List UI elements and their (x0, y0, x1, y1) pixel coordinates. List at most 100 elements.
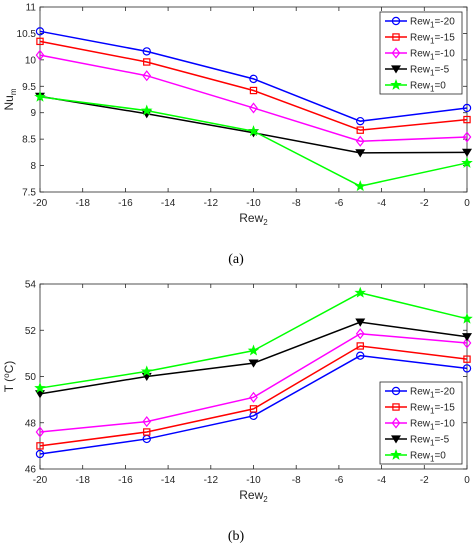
y-tick-label: 11 (26, 3, 37, 14)
legend-marker (390, 448, 402, 460)
legend-entry: Rew1=-5 (410, 65, 450, 78)
data-point (248, 359, 259, 368)
x-tick-label: -20 (33, 475, 48, 486)
series-line (39, 40, 468, 131)
data-point (247, 125, 260, 137)
legend: Rew1=-20 Rew1=-15 Rew1=-10 Rew1=-5 Rew1=0 (379, 381, 463, 465)
data-point (355, 135, 365, 147)
series-line (39, 30, 468, 122)
legend-marker (391, 435, 401, 444)
x-tick-label: -18 (75, 198, 90, 209)
legend-marker (390, 78, 402, 90)
y-tick-label: 8 (30, 161, 36, 172)
series-1 (36, 342, 471, 450)
data-point (356, 116, 365, 126)
data-point (143, 428, 151, 436)
data-point (249, 405, 258, 413)
x-tick-label: -14 (161, 198, 176, 209)
data-point (354, 286, 367, 298)
data-point (142, 416, 152, 428)
y-tick-label: 10.5 (17, 29, 37, 40)
data-point (461, 312, 473, 324)
legend-entry: Rew1=0 (410, 81, 446, 94)
data-point (140, 365, 153, 377)
data-point (354, 180, 367, 192)
legend-entry: Rew1=0 (410, 451, 446, 464)
y-tick-label: 54 (25, 280, 37, 291)
x-tick-label: 0 (464, 198, 470, 209)
series-2 (35, 49, 472, 147)
series-1 (36, 37, 471, 134)
x-tick-label: -8 (292, 198, 301, 209)
data-point (35, 390, 45, 399)
y-axis-label: T (oC) (2, 361, 16, 393)
x-tick-label: -6 (334, 198, 343, 209)
chart-b: -20 -18 -16 -14 -12 -10 -8 -6 -4 -2 04648505254Rew… (2, 280, 473, 504)
legend-entry: Rew1=-20 (410, 17, 455, 30)
data-point (356, 342, 364, 350)
caption-b: (b) (228, 529, 245, 544)
data-point (35, 27, 45, 36)
y-tick-label: 9.5 (22, 82, 36, 93)
x-tick-label: -12 (204, 198, 219, 209)
x-tick-label: -8 (292, 475, 301, 486)
y-tick-label: 9 (30, 108, 36, 119)
legend: Rew1=-20 Rew1=-15 Rew1=-10 Rew1=-5 Rew1=0 (379, 11, 463, 95)
data-point (142, 70, 152, 82)
data-point (249, 391, 258, 403)
legend-entry: Rew1=-10 (410, 419, 455, 432)
legend-marker (391, 65, 401, 74)
caption-a: (a) (228, 252, 244, 267)
series-0 (35, 27, 472, 126)
x-tick-label: -14 (161, 475, 176, 486)
x-tick-label: -18 (75, 475, 90, 486)
data-point (35, 449, 45, 459)
data-point (142, 47, 151, 56)
data-point (355, 149, 366, 158)
legend-marker (391, 386, 401, 396)
data-point (356, 126, 364, 134)
legend-marker (391, 47, 401, 59)
x-axis-label: Rew2 (239, 211, 268, 227)
data-point (462, 333, 472, 342)
data-point (34, 381, 46, 393)
y-tick-label: 48 (25, 418, 37, 429)
legend-entry: Rew1=-10 (410, 49, 455, 62)
data-point (462, 337, 472, 349)
data-point (34, 90, 46, 102)
data-point (461, 156, 473, 168)
x-tick-label: -16 (118, 198, 133, 209)
data-point (462, 103, 472, 113)
x-tick-label: -2 (420, 198, 429, 209)
data-point (355, 328, 365, 340)
data-point (143, 58, 151, 66)
data-point (463, 115, 471, 124)
data-point (462, 364, 472, 373)
x-tick-label: -10 (246, 198, 261, 209)
x-tick-label: 0 (464, 475, 470, 486)
x-tick-label: -10 (246, 475, 261, 486)
x-tick-label: -16 (118, 475, 133, 486)
y-tick-label: 52 (25, 326, 37, 337)
y-tick-label: 50 (25, 372, 37, 383)
y-tick-label: 10 (25, 55, 37, 66)
series-line (39, 54, 468, 143)
data-point (35, 49, 45, 61)
legend-marker (391, 417, 401, 429)
data-point (462, 131, 472, 143)
y-tick-label: 46 (25, 465, 37, 476)
series-line (39, 354, 468, 455)
x-tick-label: -20 (33, 198, 48, 209)
data-point (249, 102, 258, 114)
x-tick-label: -12 (204, 475, 219, 486)
x-tick-label: -2 (420, 475, 429, 486)
series-4 (34, 90, 473, 192)
data-point (462, 148, 472, 157)
data-point (35, 426, 45, 438)
legend-marker (392, 33, 400, 41)
data-point (355, 318, 366, 327)
series-line (39, 345, 468, 447)
data-point (140, 104, 153, 116)
legend-entry: Rew1=-5 (410, 435, 450, 448)
y-tick-label: 8.5 (22, 135, 36, 146)
